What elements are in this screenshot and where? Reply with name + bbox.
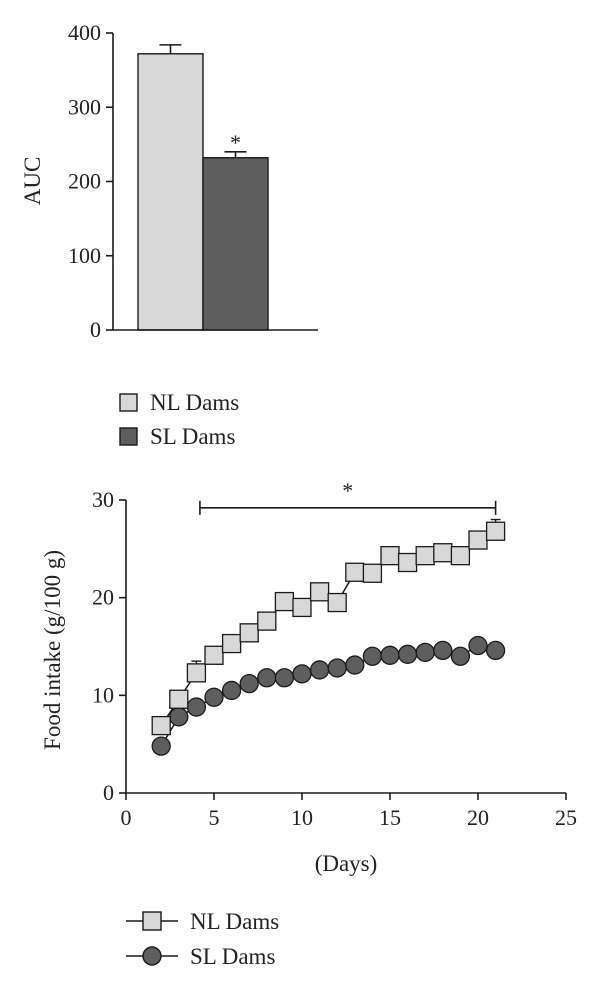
bar-legend: NL Dams SL Dams [119, 390, 239, 449]
point-nl [204, 645, 224, 665]
point-nl [362, 563, 383, 583]
bar-y-axis-label: AUC [20, 157, 45, 206]
bar-plot-area [137, 44, 269, 331]
point-sl [151, 736, 171, 756]
line-y-tick-label: 0 [103, 780, 114, 805]
point-nl [468, 530, 488, 550]
line-x-tick-label: 25 [555, 805, 577, 830]
point-sl [397, 644, 418, 664]
point-sl [415, 642, 435, 663]
point-nl [415, 546, 435, 566]
bar-y-tick-label: 200 [68, 169, 101, 194]
line-plot-area [151, 518, 506, 756]
line-x-tick-label: 15 [379, 805, 401, 830]
bar-nl [137, 53, 204, 331]
bar-legend-swatch-nl [119, 393, 138, 412]
line-x-tick-label: 0 [121, 805, 132, 830]
bar-y-tick-label: 0 [90, 317, 101, 342]
point-sl [186, 697, 207, 717]
line-chart: 0 10 20 30 0 5 10 15 20 25 Food intake (g/100 g)… [40, 478, 577, 876]
point-nl [397, 552, 418, 573]
point-nl [239, 623, 259, 643]
point-nl [151, 715, 171, 736]
point-nl [186, 663, 207, 683]
line-x-tick-label: 10 [291, 805, 313, 830]
line-x-tick-label: 20 [467, 805, 489, 830]
point-sl [239, 673, 259, 694]
line-y-tick-label: 20 [92, 585, 114, 610]
bar-y-ticks: 0 100 200 300 400 [68, 20, 113, 342]
point-nl [450, 546, 471, 566]
line-legend-circle-marker [142, 946, 162, 966]
point-nl [257, 611, 277, 631]
bar-chart: 0 100 200 300 400 AUC * [20, 20, 318, 342]
point-nl [345, 562, 365, 582]
line-significance-star: * [342, 478, 353, 503]
point-nl [380, 546, 400, 566]
point-sl [362, 646, 383, 666]
line-y-axis-label: Food intake (g/100 g) [40, 550, 65, 750]
line-y-tick-label: 30 [92, 487, 114, 512]
point-nl [221, 633, 242, 654]
point-nl [327, 592, 347, 613]
point-sl [380, 645, 400, 665]
bar-legend-label-nl: NL Dams [150, 390, 239, 415]
significance-bracket [199, 500, 497, 515]
line-legend-label-sl: SL Dams [190, 944, 275, 969]
point-sl [433, 640, 453, 661]
point-nl [485, 521, 506, 541]
point-sl [450, 646, 471, 666]
point-nl [292, 597, 312, 618]
bar-legend-label-sl: SL Dams [150, 424, 235, 449]
point-nl [433, 543, 453, 563]
point-nl [309, 582, 330, 602]
bar-y-tick-label: 100 [68, 243, 101, 268]
point-sl [309, 660, 330, 680]
point-sl [327, 658, 347, 678]
line-y-tick-label: 10 [92, 682, 114, 707]
line-x-ticks: 0 5 10 15 20 25 [121, 793, 577, 830]
bar-y-tick-label: 300 [68, 94, 101, 119]
point-nl [169, 689, 189, 709]
bar-significance-star: * [230, 130, 241, 155]
point-sl [257, 668, 277, 688]
line-x-axis-label: (Days) [315, 851, 378, 876]
point-sl [468, 635, 488, 656]
point-sl [292, 664, 312, 684]
point-sl [345, 655, 365, 675]
point-nl [274, 591, 295, 612]
bar-sl [202, 157, 269, 331]
bar-legend-swatch-sl [119, 427, 138, 446]
line-x-tick-label: 5 [209, 805, 220, 830]
point-sl [485, 640, 506, 661]
line-y-ticks: 0 10 20 30 [92, 487, 126, 805]
point-sl [221, 680, 242, 701]
bar-y-tick-label: 400 [68, 20, 101, 45]
point-sl [204, 687, 224, 707]
line-legend-label-nl: NL Dams [190, 909, 279, 934]
line-legend: NL Dams SL Dams [126, 909, 279, 969]
point-sl [169, 707, 189, 727]
point-sl [274, 668, 295, 688]
line-legend-square-marker [142, 911, 162, 931]
